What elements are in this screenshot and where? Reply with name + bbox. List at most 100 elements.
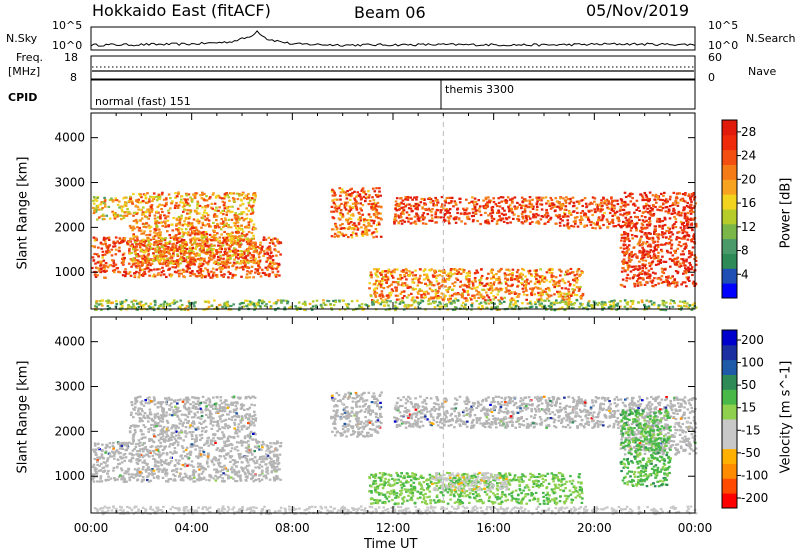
range-cell [153,275,157,278]
range-cell [428,209,431,212]
range-cell [561,219,564,222]
range-cell [431,217,434,220]
range-cell [602,223,605,227]
range-cell [208,197,211,200]
range-cell [232,247,236,250]
range-cell [221,225,225,229]
range-cell [432,204,435,207]
range-cell [131,260,135,263]
range-cell [558,221,562,224]
range-cell [118,250,121,253]
range-cell [210,238,213,242]
range-cell [239,242,242,245]
range-cell [164,217,167,220]
range-cell [154,229,157,232]
range-cell [163,239,167,242]
range-cell [436,274,439,277]
range-cell [679,226,683,229]
range-cell [361,204,365,207]
range-cell [354,224,357,227]
range-cell [353,222,356,225]
range-cell [283,306,287,309]
range-cell [175,249,178,252]
range-cell [516,300,519,303]
range-cell [689,212,693,215]
range-cell [238,262,241,265]
range-cell [236,207,240,210]
range-cell [435,280,439,283]
range-cell [238,239,241,242]
range-cell [141,213,144,216]
range-cell [447,202,451,205]
range-cell [171,266,175,269]
range-cell [360,232,364,235]
range-cell [218,303,222,306]
range-cell [535,277,538,281]
range-cell [429,198,433,201]
range-cell [204,231,208,234]
range-cell [259,299,263,302]
range-cell [648,237,652,240]
range-cell [139,194,142,197]
range-cell [520,221,524,224]
range-cell [681,300,685,303]
range-cell [148,305,151,308]
range-cell [92,202,96,205]
range-cell [668,284,671,287]
range-cell [156,257,159,260]
range-cell [225,222,228,225]
range-cell [629,270,633,273]
range-cell [430,219,434,222]
range-cell [372,199,376,202]
range-cell [349,206,352,209]
range-cell [636,243,640,246]
range-cell [653,232,656,235]
range-cell [548,202,551,205]
range-cell [674,270,678,273]
range-cell [643,220,646,223]
range-cell [688,206,692,209]
range-cell [653,246,656,249]
range-cell [674,199,678,203]
range-cell [668,237,671,240]
range-cell [478,207,481,210]
range-cell [202,275,205,278]
range-cell [488,288,491,291]
range-cell [679,264,683,267]
range-cell [365,228,369,231]
range-cell [100,308,103,311]
range-cell [217,255,220,258]
range-cell [124,272,128,275]
range-cell [156,250,160,253]
range-cell [451,282,454,285]
range-cell [180,198,183,201]
range-cell [175,228,178,231]
range-cell [363,190,366,193]
range-cell [212,221,215,224]
range-cell [223,224,226,227]
range-cell [126,207,129,211]
range-cell [208,258,212,261]
range-cell [575,285,579,289]
range-cell [474,209,478,212]
range-cell [252,226,255,229]
range-cell [485,282,489,286]
range-cell [173,206,177,209]
range-cell [213,226,217,229]
range-cell [625,219,629,222]
range-cell [484,211,487,214]
range-cell [508,292,511,295]
range-cell [482,199,485,202]
range-cell [230,238,234,241]
range-cell [218,267,221,270]
range-cell [557,295,561,298]
range-cell [92,199,95,202]
range-cell [242,268,245,271]
range-cell [629,305,632,308]
range-cell [578,287,581,291]
range-cell [181,235,184,238]
range-cell [567,301,570,304]
range-cell [227,218,231,221]
range-cell [521,302,524,305]
range-cell [644,259,648,262]
